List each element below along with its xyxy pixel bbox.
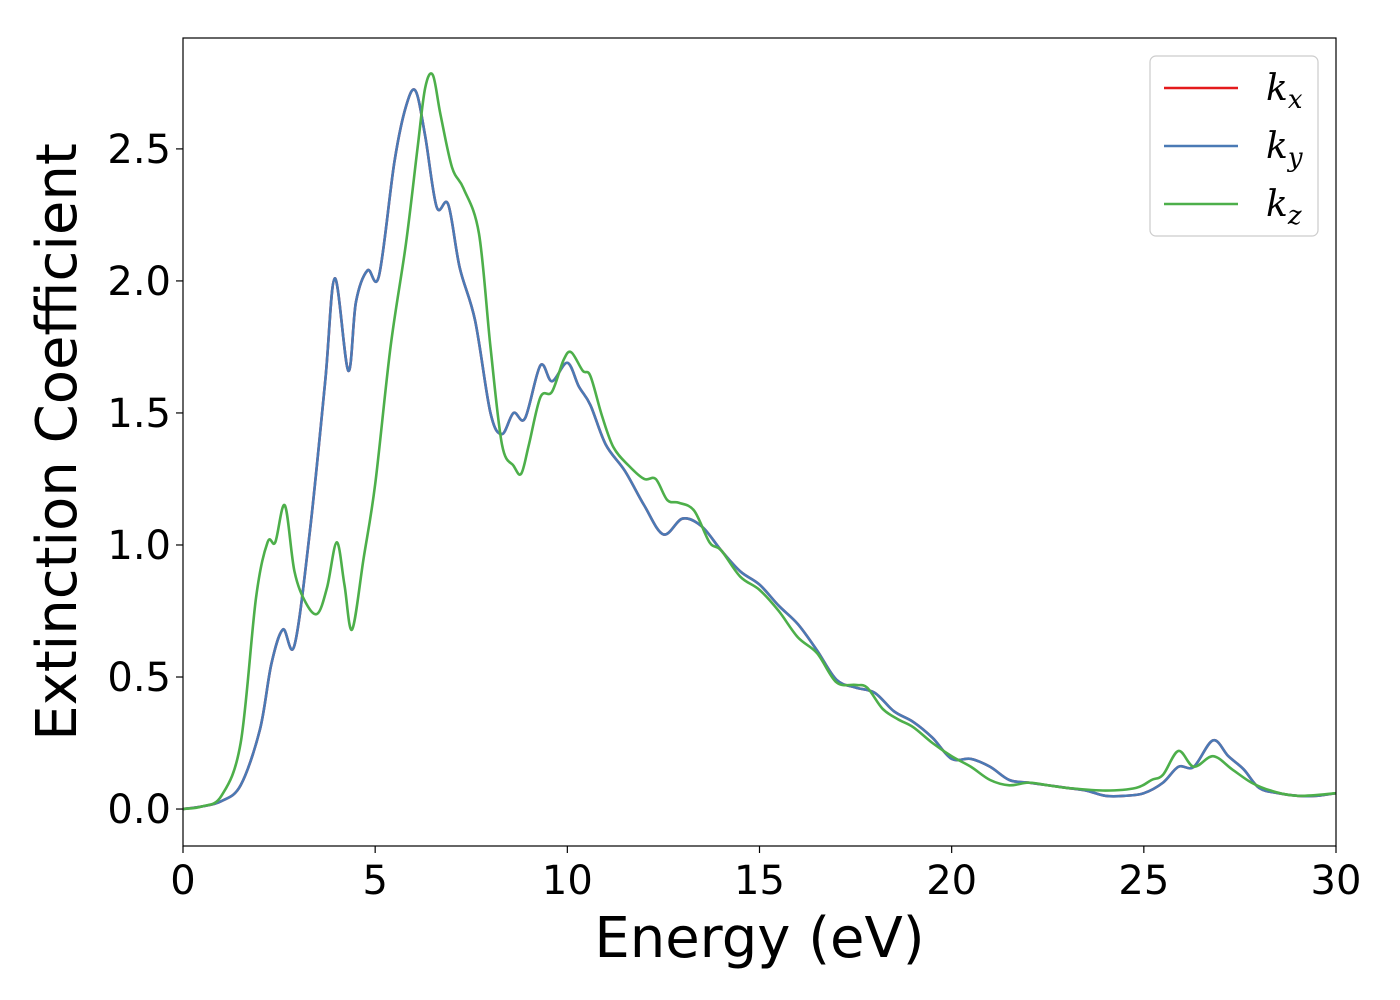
x-axis: 0 5 10 15 20 25 30 <box>170 846 1361 904</box>
y-tick-label: 0.0 <box>107 787 171 833</box>
x-tick-label: 20 <box>926 858 977 904</box>
series-line-y <box>183 88 1336 811</box>
series-line-z <box>183 72 1336 811</box>
x-tick-label: 30 <box>1311 858 1362 904</box>
x-tick-label: 15 <box>734 858 785 904</box>
x-tick-label: 10 <box>542 858 593 904</box>
y-axis-title: Extinction Coefficient <box>25 143 90 741</box>
y-tick-label: 1.0 <box>107 523 171 569</box>
plot-area <box>183 72 1336 811</box>
x-axis-title: Energy (eV) <box>594 906 924 971</box>
y-axis: 0.0 0.5 1.0 1.5 2.0 2.5 <box>107 127 183 833</box>
y-tick-label: 2.0 <box>107 259 171 305</box>
y-tick-label: 2.5 <box>107 127 171 173</box>
x-tick-label: 25 <box>1118 858 1169 904</box>
x-tick-label: 0 <box>170 858 195 904</box>
x-tick-label: 5 <box>362 858 387 904</box>
y-tick-label: 1.5 <box>107 391 171 437</box>
y-tick-label: 0.5 <box>107 655 171 701</box>
